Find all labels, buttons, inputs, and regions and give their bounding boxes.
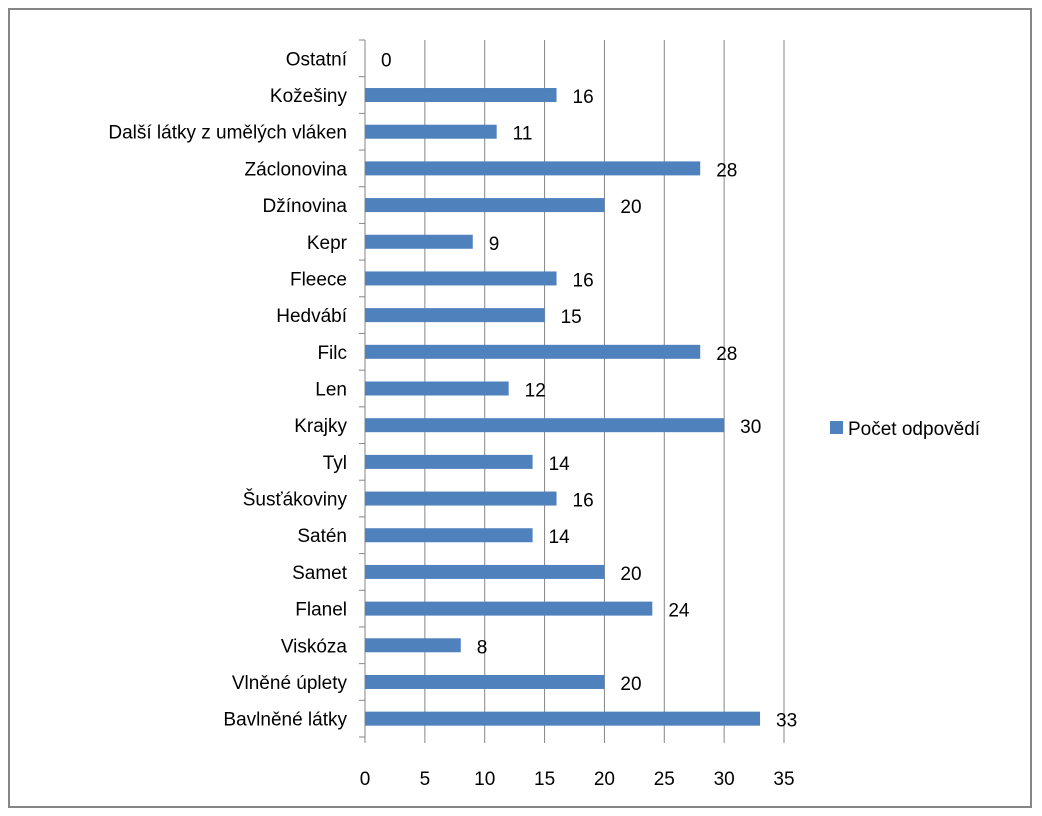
data-label: 16	[573, 270, 594, 291]
bar	[365, 381, 509, 396]
data-label: 16	[573, 491, 594, 512]
category-label: Krajky	[294, 416, 347, 437]
category-label: Vlněné úplety	[232, 673, 348, 694]
x-tick-label: 5	[420, 769, 431, 790]
data-label: 28	[716, 344, 737, 365]
bar	[365, 161, 701, 176]
category-label: Filc	[317, 343, 347, 364]
data-label: 28	[716, 160, 737, 181]
data-label: 33	[776, 711, 797, 732]
data-label: 20	[620, 564, 641, 585]
bar	[365, 198, 605, 213]
bar	[365, 491, 557, 506]
x-tick-label: 20	[594, 769, 615, 790]
category-label: Len	[315, 380, 347, 401]
category-label: Flanel	[295, 600, 347, 621]
data-label: 15	[561, 307, 582, 328]
x-tick-label: 30	[714, 769, 735, 790]
data-label: 9	[489, 234, 500, 255]
data-label: 14	[549, 454, 571, 475]
data-label: 16	[573, 87, 594, 108]
legend-label: Počet odpovědí	[848, 419, 981, 440]
bar	[365, 601, 653, 616]
chart-area: 0 5 10 15 20 25 30 35 Bavlněné látky 33 Vlněné úpl…	[8, 8, 1032, 808]
legend-marker	[830, 421, 843, 434]
bar	[365, 638, 461, 653]
x-tick-label: 35	[773, 769, 794, 790]
category-label: Bavlněné látky	[223, 710, 347, 731]
bar	[365, 711, 761, 726]
category-label: Kepr	[307, 233, 348, 254]
bar	[365, 124, 497, 139]
bar	[365, 234, 473, 249]
data-label: 8	[477, 637, 488, 658]
category-label: Džínovina	[263, 196, 348, 217]
bar	[365, 271, 557, 286]
data-label: 30	[740, 417, 761, 438]
category-label: Viskóza	[281, 636, 348, 657]
data-label: 12	[525, 381, 546, 402]
data-label: 0	[381, 50, 392, 71]
bar	[365, 88, 557, 103]
category-label: Záclonovina	[245, 159, 348, 180]
bar-chart: 0 5 10 15 20 25 30 35 Bavlněné látky 33 Vlněné úpl…	[108, 39, 981, 790]
category-label: Fleece	[290, 269, 347, 290]
x-tick-label: 25	[654, 769, 675, 790]
bar	[365, 564, 605, 579]
category-label: Ostatní	[286, 49, 348, 70]
data-label: 11	[513, 124, 533, 145]
category-label: Kožešiny	[270, 86, 348, 107]
bar	[365, 454, 533, 469]
bar	[365, 674, 605, 689]
category-label: Samet	[292, 563, 348, 584]
category-label: Hedvábí	[276, 306, 347, 327]
data-label: 24	[668, 601, 690, 622]
x-tick-label: 0	[360, 769, 371, 790]
category-label: Šusťákoviny	[243, 489, 348, 511]
x-tick-label: 10	[474, 769, 495, 790]
category-label: Satén	[297, 526, 347, 547]
data-label: 20	[620, 674, 641, 695]
category-label: Další látky z umělých vláken	[108, 123, 347, 144]
category-label: Tyl	[323, 453, 347, 474]
bar	[365, 344, 701, 359]
bar	[365, 308, 545, 323]
bar	[365, 418, 725, 433]
data-label: 14	[549, 527, 571, 548]
x-tick-label: 15	[534, 769, 555, 790]
bar	[365, 528, 533, 543]
data-label: 20	[620, 197, 641, 218]
